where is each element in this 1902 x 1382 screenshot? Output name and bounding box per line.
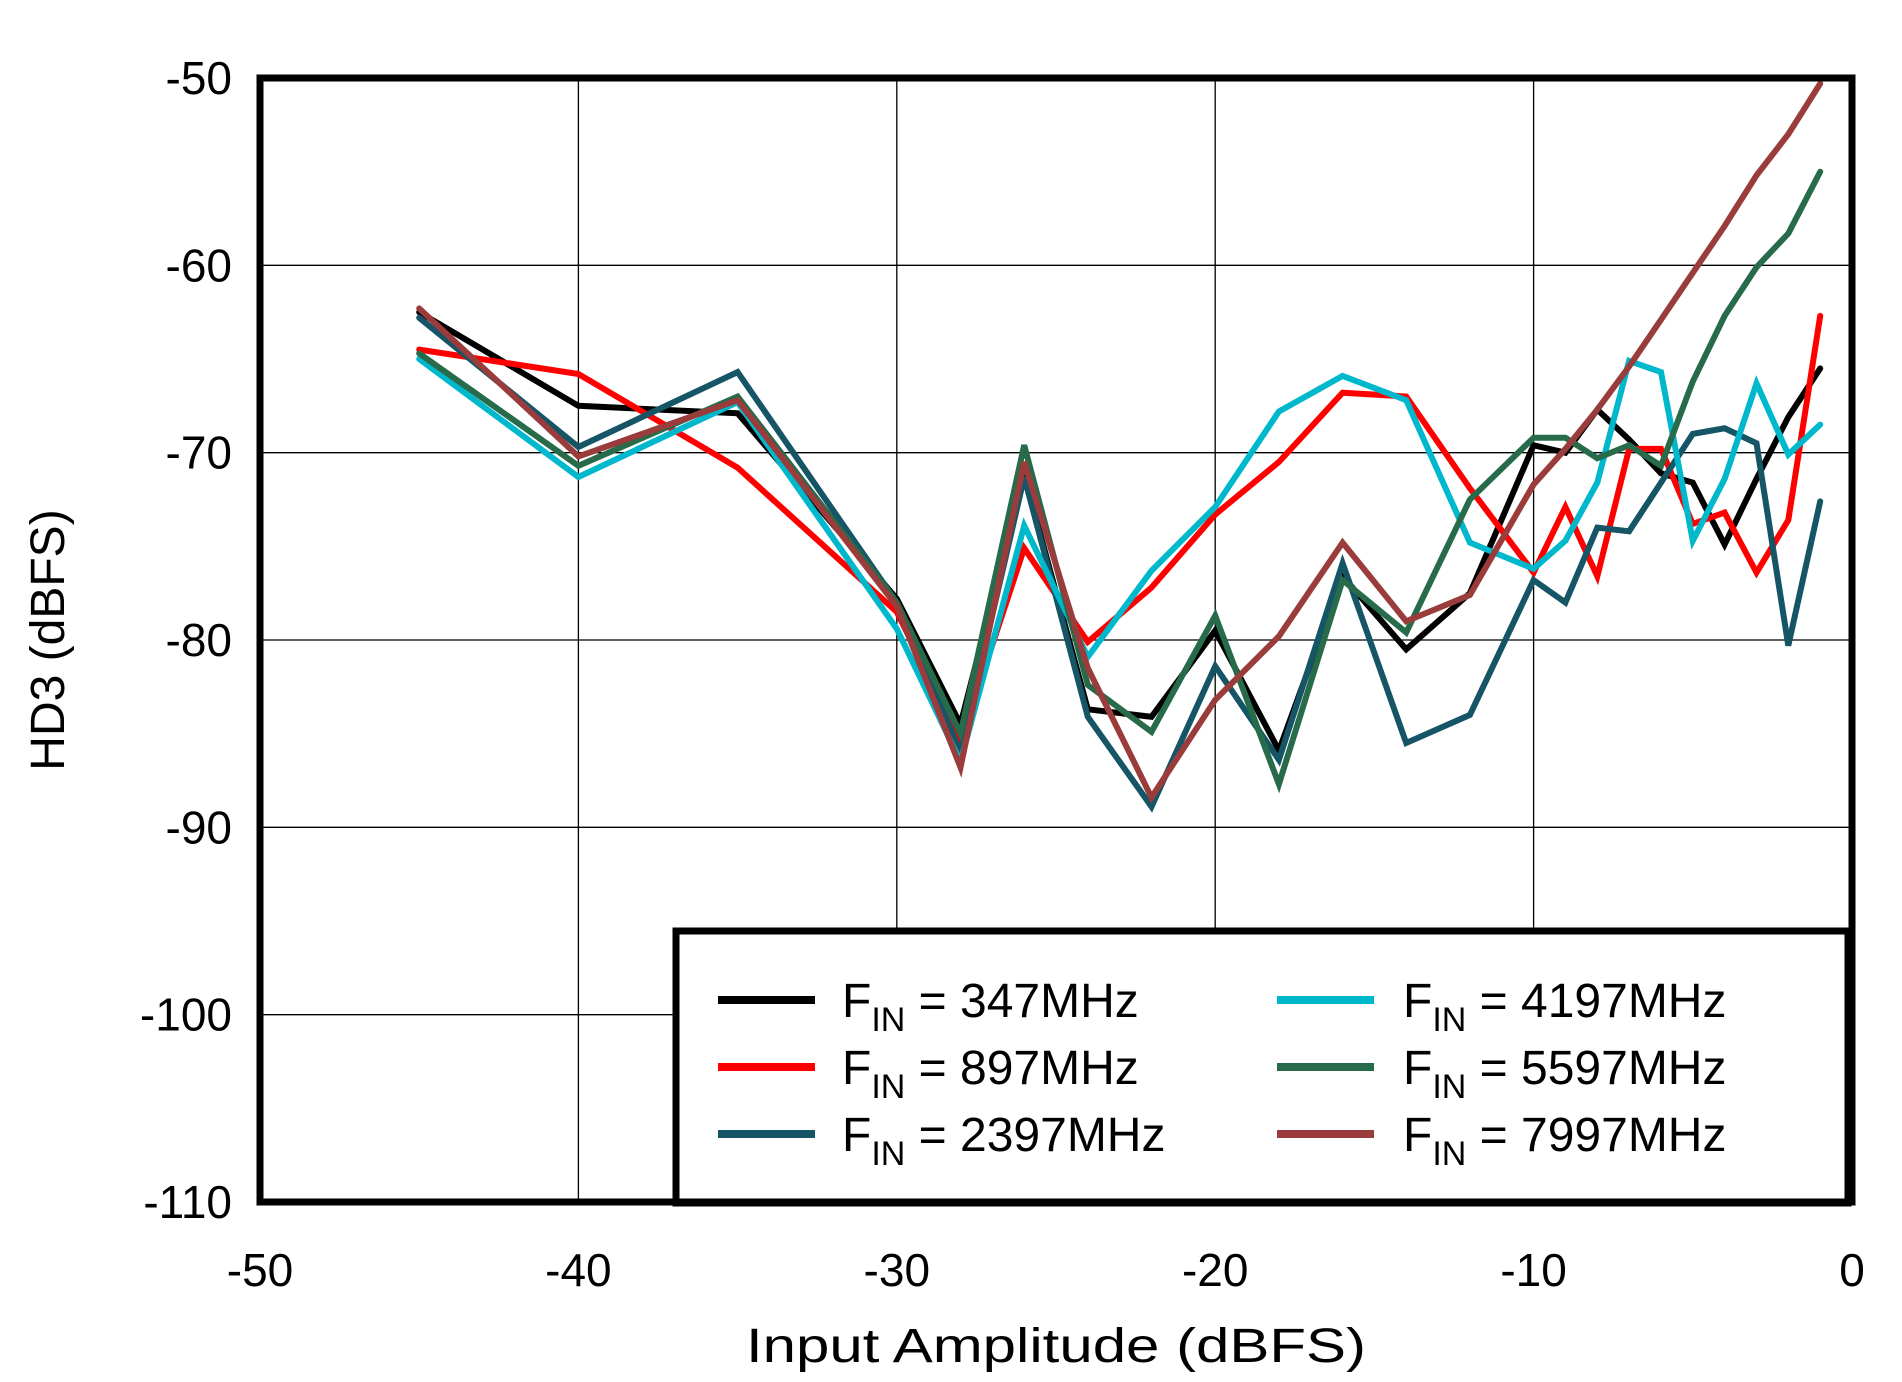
legend-box [672,927,1852,1207]
legend-label: FIN = 5597MHz [1403,1042,1726,1106]
y-tick-label: -90 [166,801,232,853]
series-line-5 [416,80,1824,804]
x-tick-label: -40 [545,1244,611,1296]
series-line-0 [416,309,1824,758]
series-line-2 [416,314,1824,813]
series-line-4 [416,168,1824,794]
y-tick-label: -60 [166,239,232,291]
x-tick-label: 0 [1839,1244,1865,1296]
y-tick-label: -80 [166,614,232,666]
y-tick-label: -110 [143,1176,232,1228]
x-tick-label: -10 [1500,1244,1566,1296]
legend-label: FIN = 897MHz [842,1042,1139,1106]
x-axis-title: Input Amplitude (dBFS) [746,1320,1366,1373]
legend-label: FIN = 7997MHz [1403,1109,1726,1173]
x-axis-ticks: -50 -40 -30 -20 -10 0 [227,1244,1865,1296]
y-tick-label: -50 [166,52,232,104]
x-tick-label: -50 [227,1244,293,1296]
legend-label: FIN = 2397MHz [842,1109,1165,1173]
y-tick-label: -70 [166,427,232,479]
y-axis-title: HD3 (dBFS) [22,509,75,770]
x-tick-label: -30 [864,1244,930,1296]
y-axis-ticks: -50 -60 -70 -80 -90 -100 -110 [140,52,232,1228]
legend-label: FIN = 4197MHz [1403,975,1726,1039]
x-tick-label: -20 [1182,1244,1248,1296]
y-tick-label: -100 [140,989,232,1041]
legend-label: FIN = 347MHz [842,975,1139,1039]
data-series [416,80,1824,813]
plot-frame [256,74,1856,1206]
